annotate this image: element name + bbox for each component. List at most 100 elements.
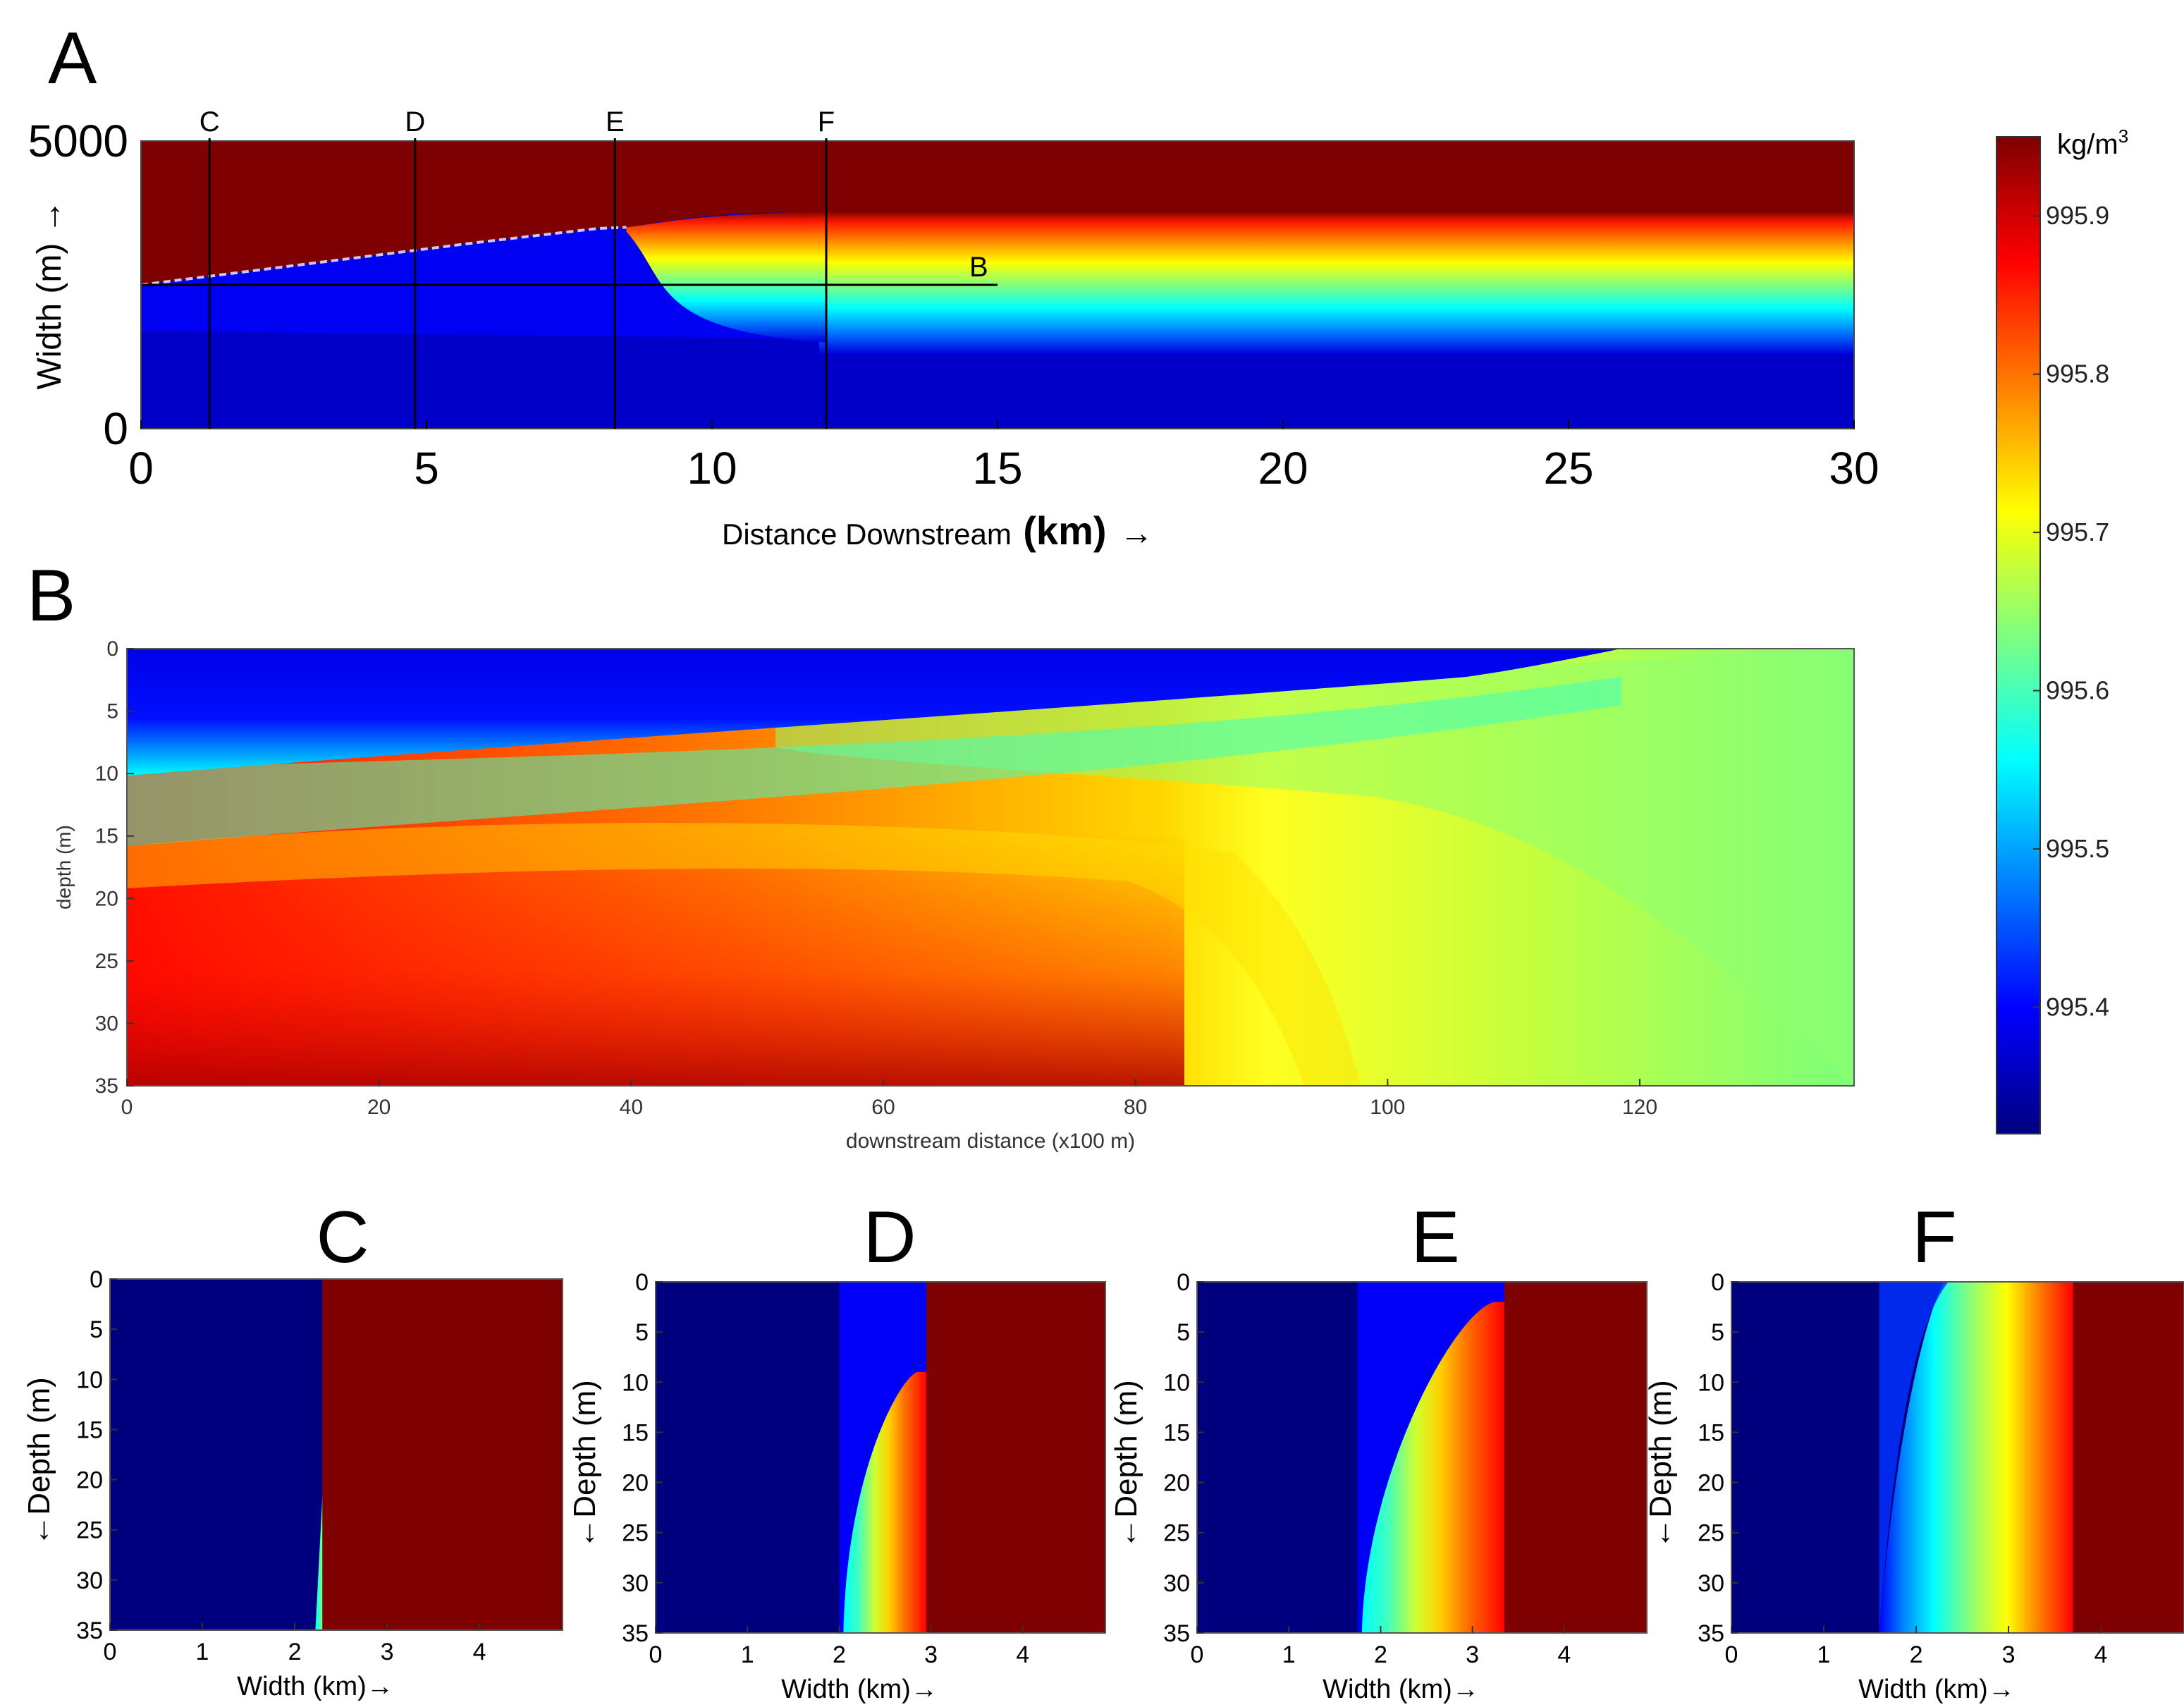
panel-a-xlabel-arrow: → (1119, 515, 1153, 552)
panel-b-y-tick-label: 0 (106, 637, 118, 661)
panel-f-y-tick-label: 5 (1711, 1319, 1724, 1346)
panel-d-y-tick-label: 0 (635, 1269, 649, 1296)
panel-e-y-tick-label: 25 (1163, 1520, 1190, 1547)
panel-a-x-tick-label: 15 (972, 443, 1022, 494)
panel-d-river-wedge (926, 1282, 931, 1633)
panel-e-y-tick-label: 15 (1163, 1419, 1190, 1446)
panel-f-river-water (2073, 1282, 2184, 1633)
panel-b-x-tick-label: 100 (1370, 1096, 1405, 1119)
panel-a-y-tick-label: 0 (103, 403, 128, 454)
panel-a-x-ticks: 0 5 10 15 20 25 30 (128, 420, 1879, 494)
panel-d-y-tick-label: 30 (622, 1570, 649, 1597)
panel-e-x-tick-label: 4 (1557, 1641, 1571, 1668)
colorbar-unit: kg/m (2057, 129, 2118, 160)
panel-d-y-tick-label: 35 (622, 1620, 649, 1647)
panel-f-x-tick-label: 1 (1817, 1641, 1831, 1668)
panel-f-x-tick-label: 4 (2094, 1641, 2108, 1668)
panel-a-x-axis-label: Distance Downstream (km) → (722, 508, 1153, 553)
colorbar-ticks: 995.4 995.5 995.6 995.7 995.8 995.9 (2033, 201, 2109, 1021)
panel-d-x-tick-label: 1 (741, 1641, 754, 1668)
panel-f-y-tick-label: 20 (1698, 1470, 1724, 1497)
panel-b-axes-frame (126, 648, 1855, 1087)
panel-c-y-axis-label: ←Depth (m) (22, 1377, 56, 1546)
panel-c-x-tick-label: 4 (473, 1639, 486, 1665)
panel-e-x-tick-label: 1 (1282, 1641, 1296, 1668)
panel-b-y-tick-label: 10 (95, 762, 118, 785)
section-line-label-e: E (606, 106, 625, 137)
panel-letter-d: D (863, 1197, 916, 1278)
panel-b-transition-band (127, 677, 1621, 846)
panel-c-river-wedge (322, 1279, 341, 1630)
panel-b-y-tick-label: 30 (95, 1012, 118, 1035)
panel-a-xlabel-prefix: Distance Downstream (722, 518, 1012, 551)
section-line-label-c: C (200, 106, 220, 137)
panel-b-x-tick-label: 60 (871, 1096, 895, 1119)
panel-letter-e: E (1411, 1197, 1459, 1278)
panel-e-x-tick-label: 2 (1374, 1641, 1387, 1668)
panel-f-x-tick-label: 3 (2002, 1641, 2016, 1668)
panel-d-plot-area (656, 1282, 1105, 1633)
panel-f-x-tick-label: 2 (1910, 1641, 1923, 1668)
colorbar-tick-label: 995.6 (2046, 676, 2109, 705)
panel-f-axes-frame (1731, 1281, 2184, 1634)
panel-f-y-tick-label: 35 (1698, 1620, 1724, 1647)
panel-c-x-axis-label: Width (km)→ (237, 1672, 393, 1701)
panel-d-y-axis-label: ←Depth (m) (568, 1380, 602, 1549)
panel-e-y-tick-label: 30 (1163, 1570, 1190, 1597)
panel-f-y-axis-label: ←Depth (m) (1643, 1380, 1678, 1549)
panel-e: E 0 1 2 3 4 0 5 10 15 20 25 30 35 Width (km)→ ←Depth (m… (1109, 1197, 1648, 1704)
panel-a-mixed-plume (819, 211, 1854, 354)
panel-b-y-tick-label: 5 (106, 700, 118, 723)
panel-f-y-tick-label: 0 (1711, 1269, 1724, 1296)
panel-f-plot-area (1731, 1282, 2184, 1633)
colorbar-tick-label: 995.5 (2046, 834, 2109, 863)
panel-a-plot-area (141, 141, 1854, 429)
panel-e-x-tick-label: 3 (1466, 1641, 1479, 1668)
panel-d-river-water (926, 1282, 1105, 1633)
colorbar-tick-label: 995.7 (2046, 518, 2109, 546)
panel-c-axes-frame (109, 1278, 563, 1631)
panel-letter-a: A (48, 18, 97, 99)
panel-d-x-tick-label: 0 (649, 1641, 663, 1668)
panel-d-y-tick-label: 10 (622, 1369, 649, 1396)
panel-c-y-tick-label: 5 (90, 1316, 103, 1343)
panel-d-y-tick-label: 20 (622, 1470, 649, 1497)
panel-a-x-tick-label: 10 (687, 443, 737, 494)
panel-b-y-axis-label: depth (m) (53, 825, 75, 910)
panel-c-y-tick-label: 15 (76, 1417, 103, 1443)
panel-a-plume-boundary (141, 226, 627, 286)
panel-b-x-tick-label: 0 (121, 1096, 133, 1119)
panel-a-river-water (141, 141, 1854, 285)
panel-a-x-tick-label: 0 (128, 443, 154, 494)
panel-b-x-axis-label: downstream distance (x100 m) (846, 1130, 1135, 1153)
panel-d-y-tick-label: 15 (622, 1419, 649, 1446)
panel-d-x-tick-label: 4 (1016, 1641, 1029, 1668)
panel-a-x-tick-label: 20 (1258, 443, 1308, 494)
panel-e-y-tick-label: 35 (1163, 1620, 1190, 1647)
panel-a-x-tick-label: 5 (414, 443, 439, 494)
panel-b-y-tick-label: 15 (95, 825, 118, 848)
panel-c-x-tick-label: 0 (104, 1639, 117, 1665)
panel-a-y-ticks: 0 5000 (28, 116, 128, 454)
panel-b-y-tick-label: 20 (95, 887, 118, 910)
panel-a-x-tick-label: 30 (1829, 443, 1879, 494)
panel-c-plot-area (110, 1279, 563, 1630)
panel-f-x-axis-label: Width (km)→ (1858, 1675, 2015, 1703)
panel-a: A C D E F B 0 5 10 15 20 25 30 0 5000 Distance Dow… (28, 18, 1879, 553)
panel-e-axes-frame (1196, 1281, 1648, 1634)
panel-d-x-tick-label: 3 (924, 1641, 938, 1668)
panel-d-axes-frame (655, 1281, 1106, 1634)
panel-c-x-tick-label: 3 (381, 1639, 394, 1665)
panel-c-river-water (322, 1279, 563, 1630)
panel-b-y-tick-label: 25 (95, 950, 118, 973)
panel-e-river-wedge (1504, 1282, 1509, 1633)
panel-f-x-tick-label: 0 (1725, 1641, 1738, 1668)
panel-e-y-tick-label: 0 (1177, 1269, 1190, 1296)
panel-f-y-tick-label: 10 (1698, 1369, 1724, 1396)
panel-f-fresh-edge (1879, 1282, 1949, 1633)
panel-letter-b: B (27, 555, 75, 637)
colorbar: kg/m3 995.4 995.5 995.6 995.7 995.8 995.9 (1996, 126, 2128, 1134)
panel-b-x-tick-label: 120 (1622, 1096, 1657, 1119)
panel-c-y-tick-label: 0 (90, 1266, 103, 1293)
